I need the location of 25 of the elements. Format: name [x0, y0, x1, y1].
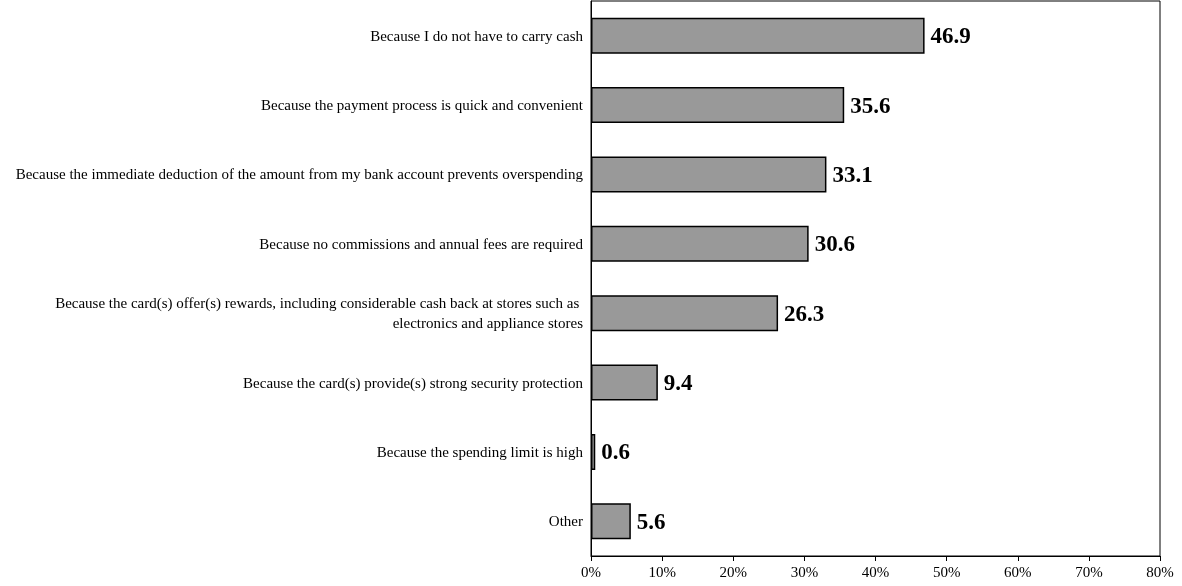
y-tick-label: Because the card(s) provide(s) strong security protection [243, 374, 584, 392]
y-tick-label: Because I do not have to carry cash [370, 27, 584, 44]
y-tick-label: Because the spending limit is high [376, 443, 584, 460]
x-tick-label: 50% [932, 563, 961, 580]
data-label: 33.1 [832, 161, 873, 187]
y-tick-label: Because no commissions and annual fees are required [259, 235, 584, 252]
x-tick-label: 70% [1075, 563, 1103, 580]
x-tick-label: 60% [1004, 563, 1032, 580]
x-tick-label: 0% [581, 563, 601, 580]
y-tick-label: Other [548, 513, 583, 530]
y-tick-label: Because the immediate deduction of the amount from my bank account prevents overspending [15, 166, 584, 183]
data-label: 5.6 [636, 508, 666, 534]
data-label: 30.6 [814, 231, 855, 257]
data-label: 26.3 [784, 300, 825, 326]
y-tick-label: Because the card(s) offer(s) rewards, including considerable cash back at stores such as electronics and appliance stores [55, 295, 584, 332]
data-label: 0.6 [601, 439, 631, 465]
x-tick-label: 30% [790, 563, 819, 580]
x-tick-label: 40% [861, 563, 890, 580]
x-tick-label: 20% [719, 563, 747, 580]
data-label: 9.4 [663, 370, 694, 396]
x-tick-label: 10% [648, 563, 676, 580]
y-tick-label: Because the payment process is quick and convenient [261, 97, 584, 114]
x-tick-label: 80% [1146, 563, 1174, 580]
data-label: 46.9 [930, 23, 971, 49]
data-label: 35.6 [850, 92, 891, 118]
